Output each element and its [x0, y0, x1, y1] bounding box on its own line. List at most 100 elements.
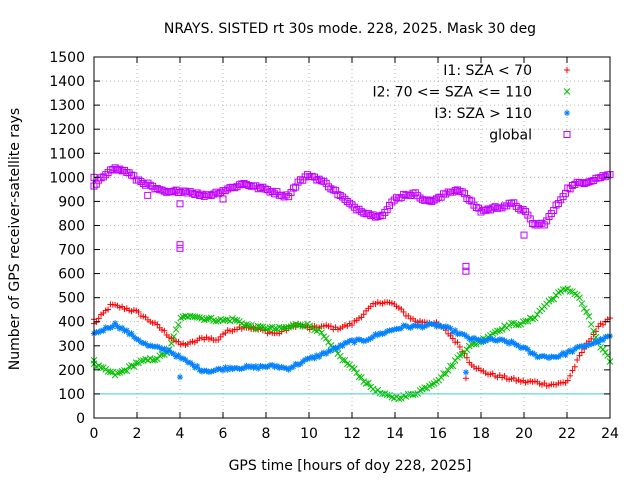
data-point — [543, 217, 551, 225]
outlier-point — [144, 191, 152, 199]
data-point — [362, 380, 370, 387]
data-point — [463, 346, 471, 354]
data-point — [588, 335, 595, 342]
data-point — [353, 206, 361, 214]
x-tick-label: 10 — [300, 426, 318, 442]
data-point — [257, 323, 264, 331]
data-point — [154, 321, 161, 328]
data-point — [130, 362, 138, 370]
data-point — [200, 192, 208, 200]
y-tick-label: 600 — [58, 267, 85, 283]
data-point — [95, 315, 102, 322]
legend-label: global — [489, 128, 532, 144]
data-point — [137, 357, 145, 365]
data-point — [484, 205, 492, 213]
data-point — [365, 379, 372, 387]
data-point — [313, 176, 321, 184]
data-point — [475, 204, 483, 212]
data-point — [212, 188, 220, 196]
data-point — [578, 349, 585, 356]
data-point — [303, 171, 311, 179]
data-point — [119, 324, 126, 331]
data-points — [90, 164, 614, 402]
data-point — [501, 372, 508, 379]
y-tick-label: 1300 — [49, 98, 85, 114]
legend-marker — [563, 131, 571, 138]
data-point — [451, 187, 459, 195]
data-point — [569, 367, 576, 374]
data-point — [289, 184, 297, 192]
data-point — [161, 327, 168, 334]
data-point — [437, 374, 445, 381]
data-point — [531, 314, 539, 322]
data-point — [217, 188, 225, 196]
data-point — [418, 196, 426, 204]
data-point — [597, 174, 605, 182]
data-point — [395, 395, 403, 402]
data-point — [524, 317, 532, 325]
data-point — [343, 360, 351, 368]
data-point — [158, 351, 166, 358]
data-point — [177, 314, 185, 322]
data-point — [562, 286, 569, 293]
data-point — [285, 193, 293, 201]
data-point — [508, 319, 515, 327]
data-point — [432, 195, 440, 203]
data-point — [245, 322, 253, 329]
data-point — [325, 338, 332, 346]
data-point — [257, 184, 265, 192]
data-point — [447, 362, 454, 370]
grid-lines — [94, 57, 610, 418]
data-point — [512, 202, 520, 210]
x-tick-label: 16 — [429, 426, 447, 442]
x-axis-label: GPS time [hours of doy 228, 2025] — [229, 458, 472, 474]
outlier-point — [462, 262, 470, 270]
data-point — [146, 181, 154, 189]
data-point — [423, 196, 431, 204]
data-point — [383, 206, 391, 214]
data-point — [452, 327, 459, 334]
data-point — [235, 181, 243, 189]
data-point — [583, 308, 590, 316]
data-point — [454, 339, 461, 346]
data-point — [419, 324, 426, 331]
data-point — [447, 325, 454, 332]
data-point — [522, 208, 530, 216]
y-tick-label: 1000 — [49, 170, 85, 186]
data-point — [196, 314, 203, 321]
data-point — [196, 191, 204, 199]
data-point — [358, 374, 365, 381]
data-point — [252, 325, 260, 333]
y-tick-label: 1400 — [49, 74, 85, 90]
data-point — [515, 321, 522, 329]
data-point — [111, 164, 119, 172]
data-point — [550, 206, 558, 214]
data-point — [332, 186, 340, 194]
data-point — [355, 205, 363, 213]
outlier-point — [462, 369, 469, 376]
data-point — [580, 305, 588, 312]
x-tick-label: 4 — [176, 426, 185, 442]
x-tick-label: 24 — [601, 426, 619, 442]
data-point — [315, 175, 323, 183]
data-point — [360, 209, 368, 217]
data-point — [299, 322, 307, 330]
data-point — [515, 204, 523, 212]
data-point — [529, 219, 537, 227]
data-point — [301, 173, 309, 181]
data-point — [137, 178, 145, 186]
data-point — [153, 185, 161, 193]
data-point — [350, 365, 358, 373]
data-point — [489, 204, 497, 212]
data-point — [498, 326, 506, 333]
data-point — [578, 179, 586, 187]
data-point — [449, 188, 457, 196]
legend-marker — [564, 110, 570, 116]
data-point — [282, 191, 290, 199]
data-point — [517, 206, 525, 214]
data-point — [114, 369, 121, 377]
data-point — [524, 211, 532, 219]
data-point — [334, 345, 341, 352]
data-point — [285, 323, 293, 331]
y-tick-label: 1500 — [49, 50, 85, 66]
